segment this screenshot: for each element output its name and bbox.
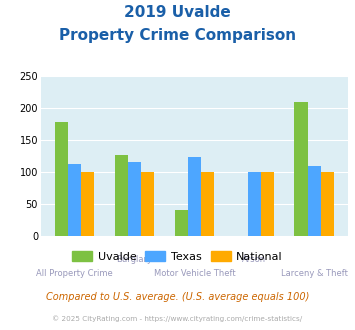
Bar	[55, 122, 68, 236]
Bar	[261, 172, 274, 236]
Text: 2019 Uvalde: 2019 Uvalde	[124, 5, 231, 20]
Bar	[128, 162, 141, 236]
Text: Arson: Arson	[242, 255, 266, 264]
Legend: Uvalde, Texas, National: Uvalde, Texas, National	[68, 247, 287, 267]
Text: Property Crime Comparison: Property Crime Comparison	[59, 28, 296, 43]
Bar	[115, 155, 128, 236]
Text: Burglary: Burglary	[116, 255, 152, 264]
Bar	[307, 166, 321, 236]
Bar	[201, 172, 214, 236]
Text: © 2025 CityRating.com - https://www.cityrating.com/crime-statistics/: © 2025 CityRating.com - https://www.city…	[53, 315, 302, 322]
Text: Motor Vehicle Theft: Motor Vehicle Theft	[154, 269, 235, 278]
Bar	[68, 164, 81, 236]
Bar	[81, 172, 94, 236]
Bar	[141, 172, 154, 236]
Text: Larceny & Theft: Larceny & Theft	[281, 269, 348, 278]
Text: Compared to U.S. average. (U.S. average equals 100): Compared to U.S. average. (U.S. average …	[46, 292, 309, 302]
Bar	[248, 172, 261, 236]
Bar	[294, 102, 307, 236]
Bar	[188, 157, 201, 236]
Bar	[175, 210, 188, 236]
Text: All Property Crime: All Property Crime	[36, 269, 113, 278]
Bar	[321, 172, 334, 236]
